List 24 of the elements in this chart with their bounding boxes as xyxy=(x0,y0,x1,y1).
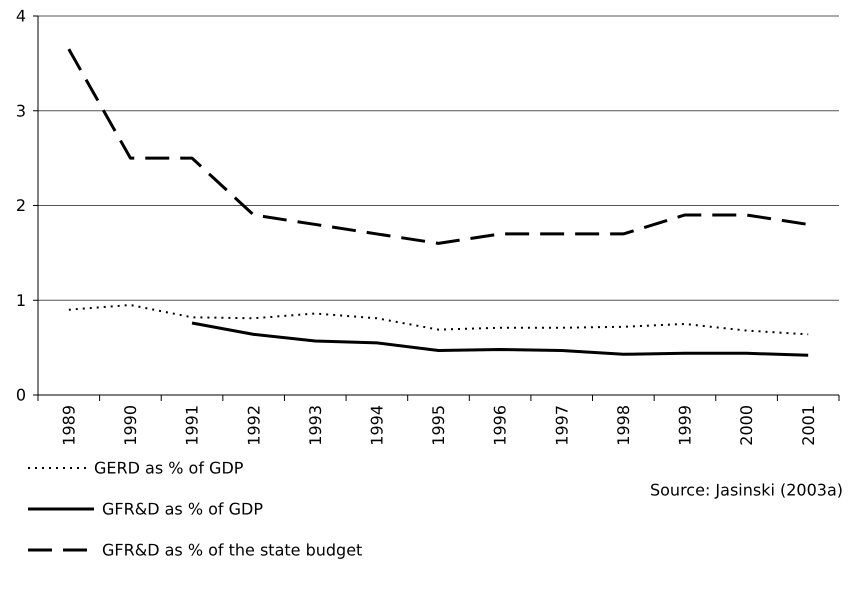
y-tick-label: 2 xyxy=(16,196,26,216)
x-tick-label: 1991 xyxy=(182,405,202,446)
y-tick-label: 0 xyxy=(16,386,26,405)
line-series xyxy=(68,304,810,336)
y-tick-label: 4 xyxy=(16,6,26,26)
x-tick-label: 1989 xyxy=(59,405,78,446)
legend-label: GFR&D as % of GDP xyxy=(102,500,264,519)
x-tick-label: 1996 xyxy=(490,405,510,446)
x-tick-label: 1993 xyxy=(306,405,325,446)
legend-label: GFR&D as % of the state budget xyxy=(102,540,362,560)
x-tick-label: 1990 xyxy=(121,405,140,446)
x-tick-label: 1999 xyxy=(676,405,695,446)
y-tick-label: 1 xyxy=(16,290,26,310)
x-tick-label: 1995 xyxy=(429,405,448,446)
x-tick-label: 2001 xyxy=(798,405,818,446)
x-tick-label: 1994 xyxy=(367,405,386,446)
y-tick-label: 3 xyxy=(16,101,26,120)
source-note: Source: Jasinski (2003a) xyxy=(650,480,843,500)
line-series xyxy=(190,321,810,357)
legend-label: GERD as % of GDP xyxy=(94,458,244,478)
x-tick-label: 2000 xyxy=(737,405,756,446)
x-tick-label: 1992 xyxy=(244,405,264,446)
x-tick-label: 1998 xyxy=(614,405,633,446)
x-tick-label: 1997 xyxy=(552,405,572,446)
